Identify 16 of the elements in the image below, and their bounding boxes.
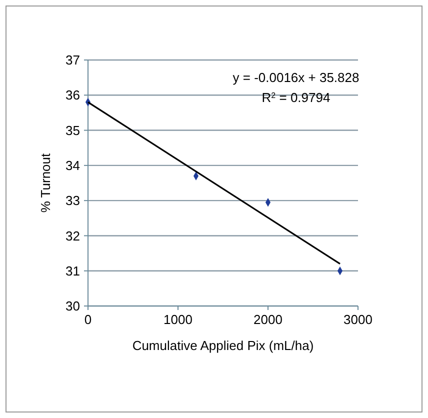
y-tick-label: 31: [66, 263, 80, 278]
x-tick-label: 1000: [164, 312, 192, 327]
annotation: R$^{2}$ = 0.9794: [262, 90, 330, 105]
y-tick-label: 33: [66, 193, 80, 208]
y-tick-label: 32: [66, 228, 80, 244]
y-tick-label: 34: [66, 158, 80, 173]
y-axis-title: % Turnout: [38, 152, 53, 213]
y-tick-label: 35: [66, 122, 80, 138]
y-tick-label: 30: [66, 298, 80, 314]
x-tick-label: 2000: [254, 312, 282, 327]
x-axis-title: Cumulative Applied Pix (mL/ha): [132, 338, 314, 353]
y-tick-label: 36: [66, 88, 80, 103]
x-tick-label: 0: [84, 312, 92, 327]
y-tick-label: 37: [66, 52, 80, 68]
x-tick-label: 3000: [344, 312, 372, 327]
annotation: y = -0.0016x + 35.828: [232, 70, 360, 85]
